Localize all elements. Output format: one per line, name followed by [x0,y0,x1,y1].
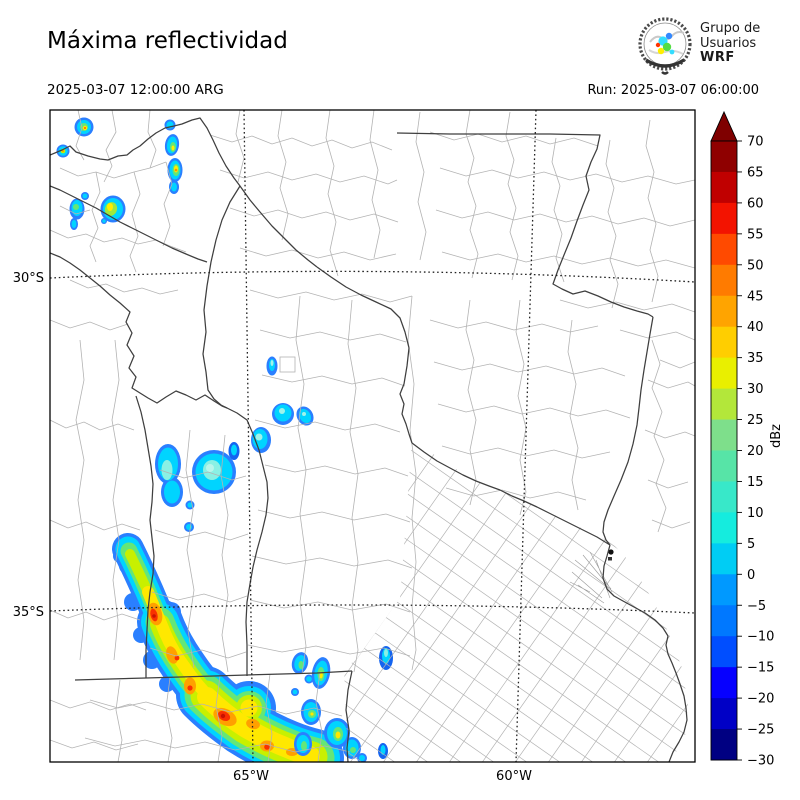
colorbar-segment [711,729,737,761]
colorbar-segment [711,574,737,606]
colorbar-unit-label: dBz [769,424,784,448]
colorbar-tick-label: 35 [747,351,764,366]
colorbar-segment [711,698,737,730]
amba-metro-cluster [569,549,614,604]
colorbar-segment [711,388,737,421]
colorbar-tick-label: −20 [747,692,774,707]
map-frame [49,109,696,763]
colorbar-segment [711,667,737,699]
colorbar-tick-label: −25 [747,723,774,738]
logo-line-2: Usuarios [700,35,757,51]
colorbar-tick-label: 30 [747,382,764,397]
colorbar-tick-label: 65 [747,165,764,180]
colorbar-segment [711,512,737,544]
squall-band-southwest [112,533,344,762]
colorbar-tick-label: −15 [747,661,774,676]
colorbar-segment [711,481,737,513]
colorbar-segment [711,264,737,297]
colorbar-tick-label: 45 [747,289,764,304]
colorbar-segment [711,233,737,266]
colorbar-segment [711,326,737,359]
colorbar-tick-label: 70 [747,135,764,150]
colorbar-segment [711,357,737,390]
graticule [50,110,695,762]
province-boundaries [50,117,688,762]
wrf-users-group-logo: Grupo de Usuarios WRF [636,14,796,78]
logo-line-3: WRF [700,50,735,65]
colorbar-segment [711,419,737,451]
colorbar-tick-label: 25 [747,413,764,428]
colorbar-segment [711,605,737,637]
colorbar-tick-label: −10 [747,630,774,645]
colorbar-tick-label: −30 [747,754,774,769]
lon-label-60w: 60°W [496,769,532,784]
storm-cells-southeast [291,646,393,762]
colorbar-tick-label: 40 [747,320,764,335]
storm-cells-central [155,356,314,532]
colorbar-tick-label: 20 [747,444,764,459]
lat-label-30s: 30°S [13,271,44,286]
model-run-datetime: Run: 2025-03-07 06:00:00 [587,83,759,98]
storm-cells-northwest [56,117,183,230]
map-layers [50,110,695,762]
colorbar-tick-label: 55 [747,227,764,242]
valid-datetime: 2025-03-07 12:00:00 ARG [47,82,224,98]
lon-label-65w: 65°W [233,769,269,784]
colorbar-segment [711,450,737,482]
colorbar-segment [711,141,737,173]
colorbar-tick-label: 50 [747,258,764,273]
colorbar-arrow [710,110,738,142]
logo-line-1: Grupo de [700,21,761,36]
colorbar-tick-label: 60 [747,196,764,211]
lat-label-35s: 35°S [13,605,44,620]
colorbar-tick-label: −5 [747,599,766,614]
colorbar-segment [711,171,737,204]
colorbar-segment [711,636,737,668]
colorbar-tick-label: 5 [747,537,755,552]
colorbar-segment [711,295,737,328]
page-title: Máxima reflectividad [47,28,288,54]
logo-text: Grupo de Usuarios WRF [700,21,761,66]
colorbar-segment [711,202,737,235]
colorbar-tick-label: 15 [747,475,764,490]
colorbar: 7065605550454035302520151050−5−10−15−20−… [710,110,774,769]
colorbar-segment [711,543,737,575]
logo-emblem-icon [638,17,692,75]
colorbar-tick-label: 0 [747,568,755,583]
department-boundaries [50,110,695,762]
colorbar-tick-label: 10 [747,506,764,521]
